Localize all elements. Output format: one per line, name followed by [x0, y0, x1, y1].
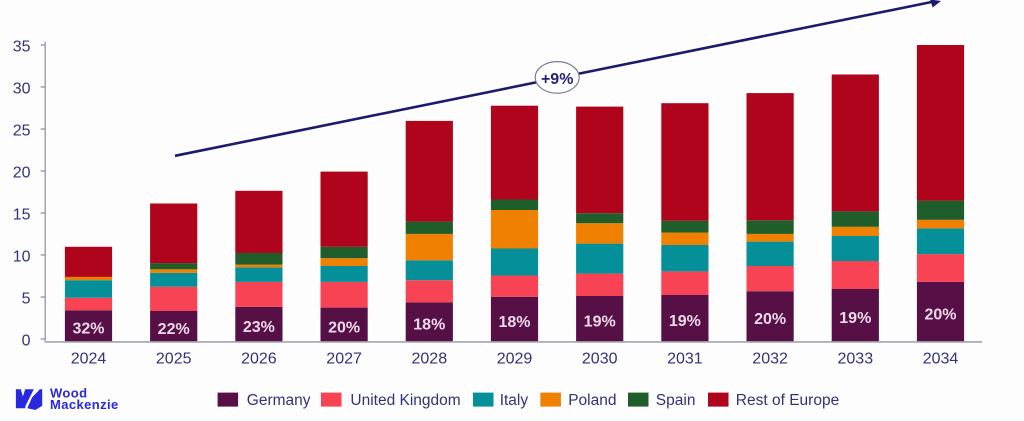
svg-text:20%: 20% — [754, 311, 786, 328]
svg-text:22%: 22% — [158, 321, 190, 338]
svg-text:2029: 2029 — [497, 351, 533, 368]
svg-text:19%: 19% — [669, 313, 701, 330]
svg-text:23%: 23% — [243, 319, 275, 336]
svg-text:Poland: Poland — [568, 392, 616, 409]
svg-text:2034: 2034 — [923, 351, 959, 368]
svg-text:15: 15 — [13, 207, 31, 224]
svg-text:35: 35 — [13, 39, 31, 56]
svg-text:2030: 2030 — [582, 351, 618, 368]
svg-text:Rest of Europe: Rest of Europe — [736, 392, 839, 409]
svg-text:+9%: +9% — [541, 71, 573, 88]
svg-text:2028: 2028 — [412, 351, 448, 368]
svg-text:Spain: Spain — [656, 392, 696, 409]
svg-text:19%: 19% — [839, 310, 871, 327]
svg-text:30: 30 — [13, 81, 31, 98]
svg-text:18%: 18% — [413, 317, 445, 334]
svg-text:20%: 20% — [328, 319, 360, 336]
svg-text:5: 5 — [22, 291, 31, 308]
svg-text:19%: 19% — [584, 314, 616, 331]
svg-text:2026: 2026 — [241, 351, 277, 368]
svg-text:2024: 2024 — [71, 351, 107, 368]
svg-text:2032: 2032 — [752, 351, 788, 368]
svg-text:Germany: Germany — [247, 392, 311, 409]
svg-text:18%: 18% — [498, 314, 530, 331]
svg-text:United Kingdom: United Kingdom — [350, 392, 460, 409]
svg-text:2025: 2025 — [156, 351, 192, 368]
svg-text:32%: 32% — [72, 321, 104, 338]
svg-text:10: 10 — [13, 249, 31, 266]
svg-text:2031: 2031 — [667, 351, 703, 368]
svg-text:Mackenzie: Mackenzie — [50, 397, 119, 412]
svg-text:0: 0 — [22, 333, 31, 350]
svg-text:Wood: Wood — [50, 386, 87, 401]
svg-text:20: 20 — [13, 165, 31, 182]
svg-text:2027: 2027 — [326, 351, 362, 368]
svg-text:20%: 20% — [924, 306, 956, 323]
svg-text:25: 25 — [13, 123, 31, 140]
svg-text:Italy: Italy — [500, 392, 529, 409]
svg-text:2033: 2033 — [838, 351, 874, 368]
